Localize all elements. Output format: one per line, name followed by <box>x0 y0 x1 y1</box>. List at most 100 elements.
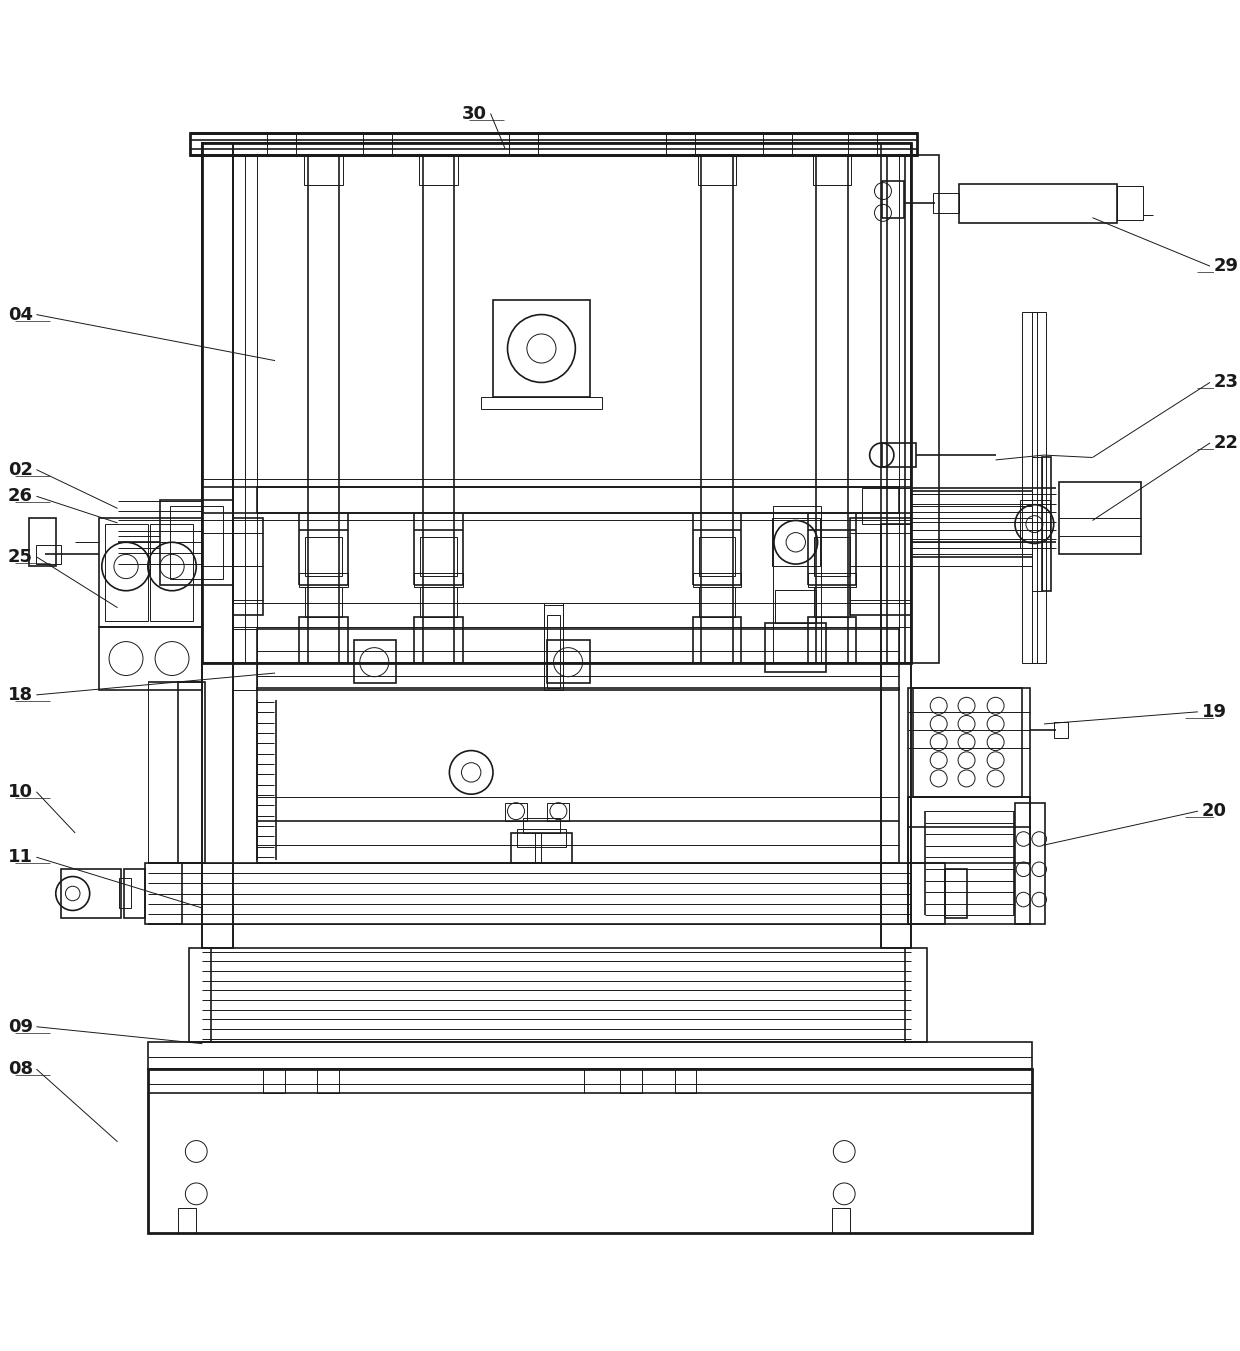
Bar <box>960 184 1117 223</box>
Bar <box>1022 312 1037 663</box>
Bar <box>775 589 816 623</box>
Bar <box>763 134 792 154</box>
Bar <box>419 155 458 185</box>
Bar <box>150 524 192 621</box>
Text: 08: 08 <box>7 1061 32 1078</box>
Bar <box>880 524 911 948</box>
Bar <box>363 134 393 154</box>
Bar <box>148 1069 1032 1232</box>
Bar <box>816 155 848 663</box>
Bar <box>233 517 263 615</box>
Bar <box>257 486 899 513</box>
Bar <box>808 617 857 663</box>
Bar <box>666 134 696 154</box>
Text: 23: 23 <box>1214 373 1239 392</box>
Bar <box>693 573 742 588</box>
Bar <box>508 134 538 154</box>
Bar <box>1054 721 1069 739</box>
Bar <box>190 132 916 155</box>
Bar <box>945 869 966 917</box>
Bar <box>1032 458 1042 590</box>
Text: 04: 04 <box>7 305 32 324</box>
Bar <box>420 588 456 617</box>
Bar <box>1117 186 1143 220</box>
Bar <box>119 878 131 908</box>
Bar <box>905 948 926 1043</box>
Bar <box>179 681 205 863</box>
Bar <box>299 573 347 588</box>
Bar <box>305 538 341 576</box>
Bar <box>882 443 915 467</box>
Bar <box>124 869 145 917</box>
Bar <box>305 588 341 617</box>
Bar <box>1059 482 1141 554</box>
Bar <box>267 134 295 154</box>
Bar <box>99 517 202 627</box>
Bar <box>1016 802 1045 924</box>
Bar <box>771 517 820 566</box>
Bar <box>202 143 233 948</box>
Bar <box>1019 500 1050 549</box>
Bar <box>202 143 911 663</box>
Bar <box>511 834 572 863</box>
Text: 26: 26 <box>7 488 32 505</box>
Bar <box>61 869 122 917</box>
Bar <box>29 517 56 566</box>
Text: 09: 09 <box>7 1017 32 1036</box>
Bar <box>257 630 899 690</box>
Bar <box>808 573 857 588</box>
Bar <box>1032 312 1047 663</box>
Bar <box>505 802 527 821</box>
Bar <box>548 802 569 821</box>
Bar <box>317 1069 340 1093</box>
Bar <box>494 300 590 397</box>
Text: 10: 10 <box>7 782 32 801</box>
Text: 18: 18 <box>7 686 32 704</box>
Text: 25: 25 <box>7 547 32 566</box>
Bar <box>414 617 463 663</box>
Bar <box>179 1208 196 1232</box>
Bar <box>848 134 877 154</box>
Text: 11: 11 <box>7 848 32 866</box>
Bar <box>773 505 821 663</box>
Bar <box>145 863 182 924</box>
Bar <box>913 688 1022 797</box>
Bar <box>99 627 202 690</box>
Bar <box>620 1069 642 1093</box>
Bar <box>353 640 396 682</box>
Bar <box>36 544 61 565</box>
Bar <box>698 155 737 185</box>
Bar <box>832 1208 851 1232</box>
Bar <box>813 538 851 576</box>
Bar <box>233 630 257 690</box>
Bar <box>105 524 148 621</box>
Bar <box>699 538 735 576</box>
Bar <box>812 155 852 185</box>
Text: 20: 20 <box>1202 802 1226 820</box>
Text: 30: 30 <box>463 104 487 123</box>
Bar <box>1042 458 1052 590</box>
Bar <box>909 863 945 924</box>
Bar <box>420 538 456 576</box>
Bar <box>423 155 454 663</box>
Bar <box>909 797 1029 924</box>
Bar <box>304 155 342 185</box>
Bar <box>308 155 340 663</box>
Bar <box>675 1069 697 1093</box>
Bar <box>548 640 590 682</box>
Bar <box>188 948 211 1043</box>
Bar <box>765 623 826 671</box>
Bar <box>702 155 733 663</box>
Bar <box>862 488 911 524</box>
Bar <box>909 688 1029 863</box>
Bar <box>202 143 911 663</box>
Text: 29: 29 <box>1214 257 1239 276</box>
Bar <box>523 819 559 834</box>
Bar <box>481 397 601 409</box>
Bar <box>414 573 463 588</box>
Bar <box>813 588 851 617</box>
Bar <box>548 615 559 688</box>
Bar <box>263 1069 285 1093</box>
Bar <box>932 193 960 213</box>
Bar <box>851 517 911 615</box>
